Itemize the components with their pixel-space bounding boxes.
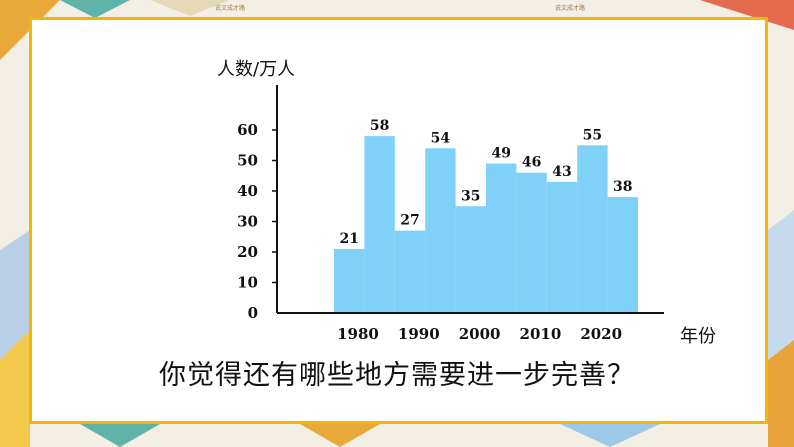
y-tick-label: 50 <box>237 152 258 170</box>
bar-value-label: 43 <box>552 164 571 180</box>
x-axis-title: 年份 <box>680 326 716 347</box>
bar <box>334 248 365 313</box>
right-shape <box>768 210 794 360</box>
bottom-shape-left <box>80 424 160 447</box>
bar-value-label: 54 <box>431 130 451 146</box>
corner-shape-top-right <box>700 0 794 30</box>
bar-value-label: 38 <box>613 179 632 195</box>
y-tick-label: 20 <box>237 243 258 261</box>
bar-value-label: 35 <box>461 188 480 204</box>
x-tick-label: 2020 <box>580 325 622 343</box>
bar <box>455 206 486 313</box>
content-frame <box>29 17 768 424</box>
header-note-left: 说文成才路 <box>215 5 246 12</box>
bar-value-label: 46 <box>522 155 541 171</box>
y-tick-label: 30 <box>237 213 258 231</box>
bar <box>486 163 517 313</box>
bar <box>364 136 395 313</box>
x-tick-label: 2000 <box>459 325 501 343</box>
bottom-shape-right <box>560 424 660 447</box>
bar-value-label: 49 <box>491 146 510 162</box>
left-shape <box>0 230 30 360</box>
x-tick-label: 1980 <box>337 325 379 343</box>
header-note-right: 说文成才路 <box>555 5 586 12</box>
bar <box>516 172 547 313</box>
bottom-shape-mid <box>300 424 380 447</box>
left-shape-lower <box>0 330 30 447</box>
y-tick-label: 10 <box>237 274 258 292</box>
bar-value-label: 21 <box>339 231 358 247</box>
bar <box>394 230 426 313</box>
y-axis-title: 人数/万人 <box>217 59 295 80</box>
y-tick-label: 40 <box>237 182 258 200</box>
right-shape-lower <box>768 340 794 447</box>
y-tick-label: 0 <box>248 304 258 322</box>
corner-shape-top-mid <box>150 0 230 16</box>
bar-value-label: 58 <box>370 118 389 134</box>
bar <box>546 181 578 313</box>
bar-value-label: 55 <box>583 127 602 143</box>
bar-value-label: 27 <box>400 213 419 229</box>
bar <box>577 145 608 313</box>
question-text: 你觉得还有哪些地方需要进一步完善？ <box>159 360 635 391</box>
bar <box>425 148 456 313</box>
bar <box>607 197 638 313</box>
x-tick-label: 1990 <box>398 325 440 343</box>
x-tick-label: 2010 <box>520 325 562 343</box>
corner-shape-top <box>60 0 130 18</box>
y-tick-label: 60 <box>237 121 258 139</box>
